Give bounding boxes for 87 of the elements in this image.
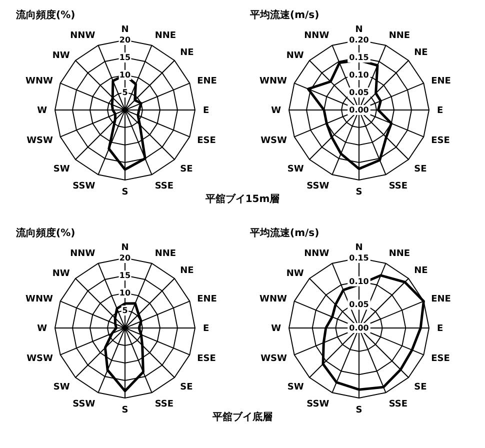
spoke-label: NNW	[70, 248, 96, 259]
y-tick-label: 0.00	[349, 324, 370, 332]
y-tick-label: 0.15	[349, 53, 370, 62]
spoke-label: E	[203, 106, 210, 116]
spoke-label: WSW	[26, 136, 54, 146]
spoke-label: SSW	[306, 399, 330, 410]
spoke-label: NW	[286, 269, 304, 280]
y-tick-label: 15	[119, 53, 131, 62]
y-tick-label: 0.05	[349, 300, 370, 310]
spoke-label: S	[122, 405, 128, 416]
spoke-label: ESE	[431, 136, 450, 146]
y-tick-label: 20	[119, 254, 131, 262]
spoke-label: W	[37, 106, 48, 116]
spoke-label: NNE	[388, 30, 410, 41]
y-tick-label: 0.05	[349, 88, 370, 97]
spoke-label: SW	[287, 382, 304, 393]
spoke-label: E	[203, 324, 210, 334]
y-tick-label: 0.10	[349, 276, 370, 286]
spoke-label: NE	[414, 266, 428, 276]
text: 平舘ブイ底層	[212, 412, 272, 423]
spoke-label: S	[356, 405, 362, 416]
spoke-label: ENE	[431, 76, 451, 86]
spoke-label: WSW	[26, 354, 54, 364]
spoke-label: NW	[52, 51, 70, 62]
y-tick-label: 0.15	[349, 254, 370, 262]
spoke-label: SE	[414, 382, 427, 393]
spoke-label: N	[121, 243, 129, 253]
spoke-label: NNE	[154, 30, 176, 41]
chart-title: 平均流速(m/s)	[249, 226, 320, 240]
y-tick-label: 10	[119, 288, 131, 298]
spoke-label: WNW	[26, 294, 54, 304]
spoke-label: ENE	[197, 76, 217, 86]
spoke-label: WNW	[260, 76, 288, 86]
spoke-label: NW	[286, 51, 304, 62]
spoke-label: NW	[52, 269, 70, 280]
spoke-label: W	[271, 324, 282, 334]
spoke-label: N	[121, 25, 129, 35]
spoke-label: ESE	[197, 136, 216, 146]
y-tick-label: 5	[122, 88, 128, 97]
spoke-label: SSW	[306, 181, 330, 192]
spoke-label: NE	[180, 48, 194, 58]
spoke-label: W	[37, 324, 48, 334]
spoke-label: WSW	[260, 136, 288, 146]
y-tick-label: 15	[119, 271, 131, 280]
y-tick-label: 10	[119, 70, 131, 80]
chart-title: 平均流速(m/s)	[249, 8, 320, 22]
spoke-label: SW	[53, 382, 70, 393]
spoke-label: S	[356, 187, 362, 198]
spoke-label: SSE	[154, 399, 174, 410]
spoke-label: S	[122, 187, 128, 198]
spoke-label: ESE	[431, 354, 450, 364]
spoke-label: ENE	[197, 294, 217, 304]
y-tick-label: 20	[119, 36, 131, 44]
spoke-label: WNW	[26, 76, 54, 86]
spoke-label: WNW	[260, 294, 288, 304]
spoke-label: NNW	[304, 248, 330, 259]
spoke-label: E	[437, 324, 444, 334]
spoke-label: N	[355, 243, 363, 253]
spoke-label: SSE	[154, 181, 174, 192]
spoke-label: NNW	[70, 30, 96, 41]
chart-title: 流向頻度(%)	[15, 226, 76, 240]
y-tick-label: 0.20	[349, 36, 370, 44]
spoke-label: E	[437, 106, 444, 116]
spoke-label: W	[271, 106, 282, 116]
spoke-label: NE	[180, 266, 194, 276]
spoke-label: NNW	[304, 30, 330, 41]
spoke-label: SSW	[72, 399, 96, 410]
spoke-label: SSE	[388, 181, 408, 192]
spoke-label: NNE	[388, 248, 410, 259]
spoke-label: SW	[287, 164, 304, 175]
spoke-label: SSE	[388, 399, 408, 410]
chart-title: 流向頻度(%)	[15, 8, 76, 22]
spoke-label: ESE	[197, 354, 216, 364]
y-tick-label: 5	[122, 306, 128, 315]
spoke-label: NNE	[154, 248, 176, 259]
spoke-label: WSW	[260, 354, 288, 364]
y-tick-label: 0.10	[349, 70, 370, 80]
spoke-label: NE	[414, 48, 428, 58]
spoke-label: SW	[53, 164, 70, 175]
spoke-label: ENE	[431, 294, 451, 304]
spoke-label: SE	[180, 164, 193, 175]
spoke-label: N	[355, 25, 363, 35]
text: 平舘ブイ15m層	[205, 194, 280, 205]
spoke-label: SSW	[72, 181, 96, 192]
spoke-label: SE	[414, 164, 427, 175]
spoke-label: SE	[180, 382, 193, 393]
y-tick-label: 0.00	[349, 106, 370, 114]
